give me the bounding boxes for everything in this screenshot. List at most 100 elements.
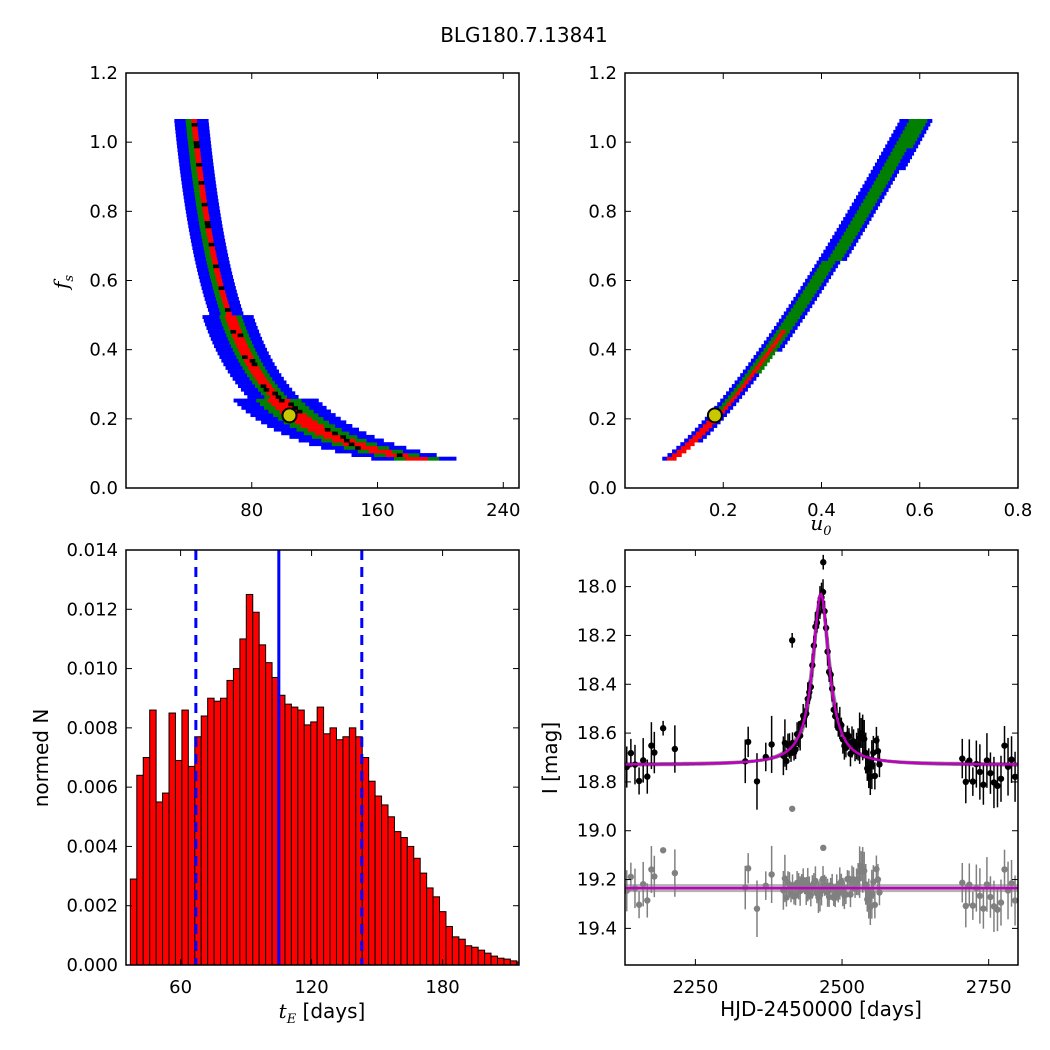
te-fs-cell [235, 340, 241, 345]
lightcurve-point [980, 781, 987, 788]
te-fs-cell [200, 151, 207, 156]
u0-fs-cell [841, 242, 847, 247]
u0-fs-cell [897, 155, 903, 160]
residual-point [962, 902, 969, 910]
te-fs-cell [212, 340, 219, 345]
te-fs-cell [204, 133, 211, 138]
u0-fs-cell [807, 304, 813, 309]
te-fs-cell [198, 220, 205, 225]
u0-fs-cell [700, 431, 706, 436]
u0-fs-cell [800, 286, 806, 290]
te-fs-cell [230, 355, 237, 359]
u0-fs-cell [867, 191, 873, 196]
te-fs-cell [207, 235, 214, 240]
u0-fs-cell [720, 398, 726, 403]
lightcurve-point [976, 768, 984, 776]
u0-fs-posterior-cells [662, 118, 933, 461]
u0-fs-cell [878, 187, 884, 192]
u0-fs-cell [825, 260, 831, 265]
te-fs-cell [179, 166, 186, 171]
te-fs-cell [217, 300, 223, 305]
te-fs-cell [326, 438, 333, 443]
histogram-bar [213, 700, 222, 966]
te-fs-cell [302, 409, 309, 414]
u0-fs-cell [879, 155, 885, 160]
te-fs-ytick-label: 0.6 [89, 271, 118, 292]
te-fs-cell [347, 427, 354, 432]
te-fs-cell [334, 434, 341, 439]
te-fs-cell [277, 384, 284, 389]
histogram-ytick-label: 0.010 [66, 659, 118, 680]
u0-fs-cell [883, 187, 889, 192]
te-fs-cell [201, 198, 208, 203]
te-fs-cell [259, 402, 266, 407]
u0-fs-cell [888, 155, 894, 160]
te-fs-cell [251, 351, 258, 356]
histogram-bar [303, 724, 312, 966]
te-fs-cell [389, 445, 396, 450]
te-fs-cell [199, 278, 206, 283]
u0-fs-cell [927, 118, 933, 123]
te-fs-cell [262, 351, 269, 356]
te-fs-cell [231, 311, 238, 316]
u0-fs-cell [893, 137, 899, 142]
te-fs-cell [183, 151, 190, 156]
te-fs-cell [243, 384, 250, 389]
te-fs-posterior-cells [174, 118, 457, 461]
u0-fs-cell [816, 282, 822, 287]
u0-fs-cell [778, 333, 784, 338]
u0-fs-cell [874, 162, 880, 167]
te-fs-cell [363, 434, 369, 439]
te-fs-cell [208, 169, 215, 174]
u0-fs-cell [925, 122, 931, 127]
u0-fs-cell [802, 282, 808, 287]
te-fs-cell [205, 191, 212, 196]
te-fs-cell [198, 217, 205, 221]
u0-fs-cell [851, 242, 857, 247]
u0-fs-cell [919, 133, 925, 138]
te-fs-cell [385, 453, 392, 458]
te-fs-cell [244, 322, 251, 327]
te-fs-cell [232, 376, 239, 381]
u0-fs-cell [910, 140, 916, 145]
u0-fs-cell [828, 264, 834, 269]
te-fs-cell [226, 333, 233, 338]
u0-fs-cell [701, 420, 707, 425]
te-fs-xtick-label: 80 [240, 500, 263, 521]
u0-fs-cell [745, 365, 751, 370]
te-fs-cell [256, 413, 263, 418]
u0-fs-cell [807, 296, 813, 301]
te-fs-cell [371, 442, 378, 447]
te-fs-cell [195, 155, 202, 160]
u0-fs-cell [821, 260, 827, 265]
u0-fs-cell [798, 296, 804, 301]
te-fs-cell [204, 137, 211, 142]
te-fs-cell [183, 191, 190, 196]
u0-fs-cell [792, 325, 798, 330]
te-fs-cell [254, 402, 261, 407]
te-fs-cell [223, 362, 230, 367]
u0-fs-cell [699, 427, 705, 432]
te-fs-cell [231, 333, 238, 338]
te-fs-xtick-label: 240 [486, 500, 520, 521]
residual-point [768, 871, 775, 878]
te-fs-cell [214, 213, 221, 218]
te-fs-cell [200, 155, 207, 160]
te-fs-cell [182, 184, 189, 189]
u0-fs-cell [748, 362, 754, 367]
te-fs-cell [237, 311, 244, 316]
u0-fs-cell [723, 394, 729, 399]
te-fs-cell [236, 365, 243, 370]
te-fs-cell [266, 420, 273, 425]
te-fs-cell [241, 405, 248, 410]
te-fs-cell [198, 249, 205, 254]
histogram-bar [432, 896, 441, 966]
te-fs-cell [193, 137, 200, 142]
te-fs-cell [393, 456, 400, 461]
u0-fs-cell [809, 271, 815, 276]
te-fs-cell [243, 358, 250, 363]
te-fs-cell [214, 209, 221, 214]
u0-fs-cell [911, 129, 917, 134]
histogram-bar [187, 765, 196, 966]
u0-fs-cell [847, 217, 853, 221]
